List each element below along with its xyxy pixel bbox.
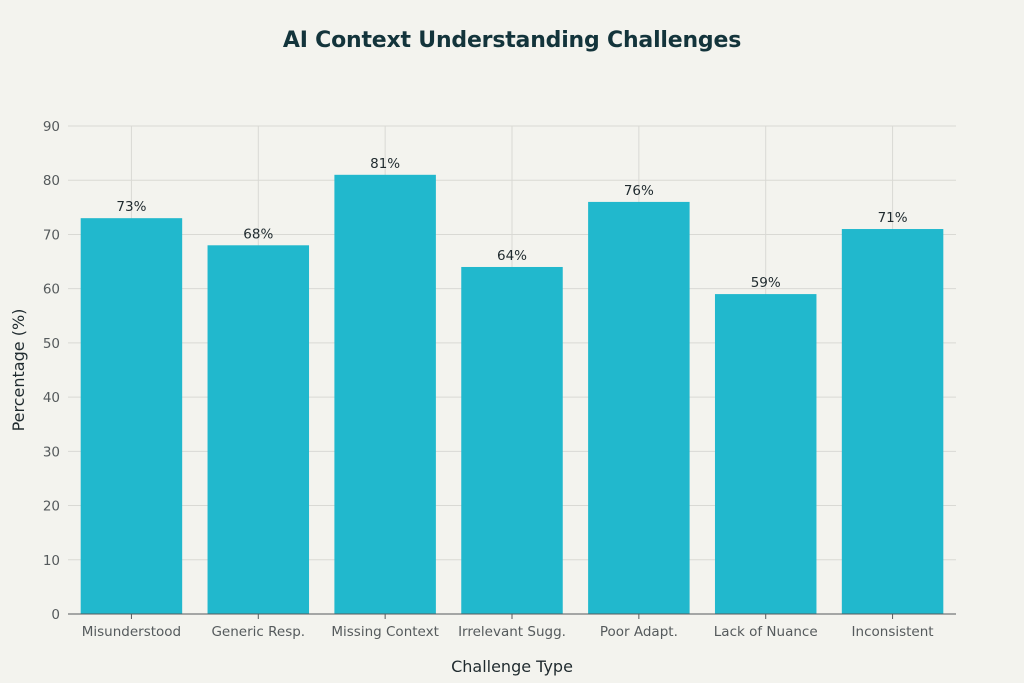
- bar: [208, 245, 309, 614]
- bar: [715, 294, 816, 614]
- y-axis-title: Percentage (%): [9, 309, 28, 432]
- y-tick-label: 40: [43, 390, 60, 406]
- bar-value-label: 81%: [370, 156, 400, 172]
- y-tick-label: 50: [43, 336, 60, 352]
- y-tick-label: 20: [43, 499, 60, 515]
- x-tick-label: Irrelevant Sugg.: [458, 624, 566, 640]
- x-tick-label: Misunderstood: [82, 624, 181, 640]
- bar: [81, 218, 182, 614]
- bar-value-label: 73%: [116, 199, 146, 215]
- bar: [334, 175, 435, 614]
- y-tick-label: 90: [43, 119, 60, 135]
- bar-value-label: 64%: [497, 248, 527, 264]
- bar-value-label: 76%: [624, 183, 654, 199]
- bar-value-label: 71%: [878, 210, 908, 226]
- x-tick-label: Generic Resp.: [211, 624, 305, 640]
- y-tick-label: 60: [43, 282, 60, 298]
- y-tick-label: 0: [51, 607, 60, 623]
- x-tick-label: Inconsistent: [852, 624, 934, 640]
- x-tick-label: Missing Context: [331, 624, 439, 640]
- x-tick-label: Lack of Nuance: [714, 624, 818, 640]
- y-tick-label: 30: [43, 444, 60, 460]
- bar: [588, 202, 689, 614]
- y-tick-label: 80: [43, 173, 60, 189]
- bar-value-label: 59%: [751, 275, 781, 291]
- bar-value-label: 68%: [243, 226, 273, 242]
- y-tick-label: 10: [43, 553, 60, 569]
- bar: [842, 229, 943, 614]
- x-tick-label: Poor Adapt.: [600, 624, 678, 640]
- bar: [461, 267, 562, 614]
- x-axis-title: Challenge Type: [451, 657, 573, 676]
- y-tick-label: 70: [43, 227, 60, 243]
